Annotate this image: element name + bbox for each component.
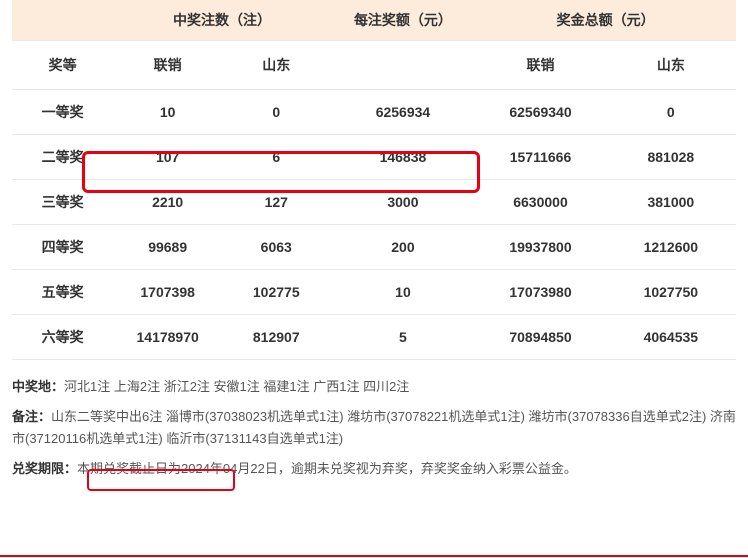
cell-tier: 四等奖 [12, 225, 113, 270]
cell-total_lx: 17073980 [475, 270, 605, 315]
cell-count_lx: 2210 [113, 180, 222, 225]
cell-count_sd: 812907 [222, 315, 331, 360]
cell-total_lx: 19937800 [475, 225, 605, 270]
table-row: 二等奖107614683815711666881028 [12, 135, 736, 180]
cell-total_lx: 70894850 [475, 315, 605, 360]
cell-per_bet: 6256934 [331, 90, 476, 135]
cell-per_bet: 10 [331, 270, 476, 315]
cell-total_sd: 1027750 [606, 270, 736, 315]
notes-section: 中奖地：河北1注 上海2注 浙江2注 安徽1注 福建1注 广西1注 四川2注 备… [12, 376, 736, 480]
cell-count_lx: 10 [113, 90, 222, 135]
table-row: 三等奖221012730006630000381000 [12, 180, 736, 225]
cell-total_lx: 15711666 [475, 135, 605, 180]
cell-total_sd: 4064535 [606, 315, 736, 360]
cell-tier: 五等奖 [12, 270, 113, 315]
cell-count_lx: 99689 [113, 225, 222, 270]
table-body: 一等奖1006256934625693400二等奖107614683815711… [12, 90, 736, 360]
header-blank [12, 0, 113, 41]
cell-total_lx: 6630000 [475, 180, 605, 225]
prize-table: 中奖注数（注） 每注奖额（元） 奖金总额（元） 奖等 联销 山东 联销 山东 一… [12, 0, 736, 360]
cell-tier: 三等奖 [12, 180, 113, 225]
cell-total_lx: 62569340 [475, 90, 605, 135]
cell-count_lx: 1707398 [113, 270, 222, 315]
cell-count_lx: 107 [113, 135, 222, 180]
remarks: 备注：山东二等奖中出6注 淄博市(37038023机选单式1注) 潍坊市(370… [12, 406, 736, 450]
subheader-per-bet [331, 41, 476, 90]
subheader-count-sd: 山东 [222, 41, 331, 90]
location-label: 中奖地： [12, 379, 64, 394]
subheader-count-lx: 联销 [113, 41, 222, 90]
cell-tier: 二等奖 [12, 135, 113, 180]
location-text: 河北1注 上海2注 浙江2注 安徽1注 福建1注 广西1注 四川2注 [64, 379, 409, 394]
table-sub-header-row: 奖等 联销 山东 联销 山东 [12, 41, 736, 90]
table-row: 六等奖141789708129075708948504064535 [12, 315, 736, 360]
deadline: 兑奖期限：本期兑奖截止日为2024年04月22日，逾期未兑奖视为弃奖，弃奖奖金纳… [12, 458, 736, 480]
cell-count_sd: 102775 [222, 270, 331, 315]
cell-tier: 六等奖 [12, 315, 113, 360]
cell-per_bet: 5 [331, 315, 476, 360]
cell-count_sd: 127 [222, 180, 331, 225]
cell-count_sd: 6063 [222, 225, 331, 270]
header-per-bet: 每注奖额（元） [331, 0, 476, 41]
subheader-total-lx: 联销 [475, 41, 605, 90]
cell-per_bet: 200 [331, 225, 476, 270]
table-row: 一等奖1006256934625693400 [12, 90, 736, 135]
deadline-text: 本期兑奖截止日为2024年04月22日，逾期未兑奖视为弃奖，弃奖奖金纳入彩票公益… [77, 461, 577, 476]
cell-count_sd: 6 [222, 135, 331, 180]
cell-total_sd: 1212600 [606, 225, 736, 270]
bottom-divider [0, 555, 748, 557]
cell-per_bet: 146838 [331, 135, 476, 180]
cell-tier: 一等奖 [12, 90, 113, 135]
header-total: 奖金总额（元） [475, 0, 736, 41]
table-row: 四等奖996896063200199378001212600 [12, 225, 736, 270]
remark-highlight: 山东二等奖中出6注 [51, 409, 162, 424]
cell-total_sd: 381000 [606, 180, 736, 225]
deadline-label: 兑奖期限： [12, 461, 77, 476]
header-count: 中奖注数（注） [113, 0, 330, 41]
cell-total_sd: 0 [606, 90, 736, 135]
table-group-header-row: 中奖注数（注） 每注奖额（元） 奖金总额（元） [12, 0, 736, 41]
winning-locations: 中奖地：河北1注 上海2注 浙江2注 安徽1注 福建1注 广西1注 四川2注 [12, 376, 736, 398]
cell-per_bet: 3000 [331, 180, 476, 225]
remark-label: 备注： [12, 409, 51, 424]
subheader-tier: 奖等 [12, 41, 113, 90]
cell-total_sd: 881028 [606, 135, 736, 180]
cell-count_sd: 0 [222, 90, 331, 135]
cell-count_lx: 14178970 [113, 315, 222, 360]
subheader-total-sd: 山东 [606, 41, 736, 90]
table-row: 五等奖170739810277510170739801027750 [12, 270, 736, 315]
